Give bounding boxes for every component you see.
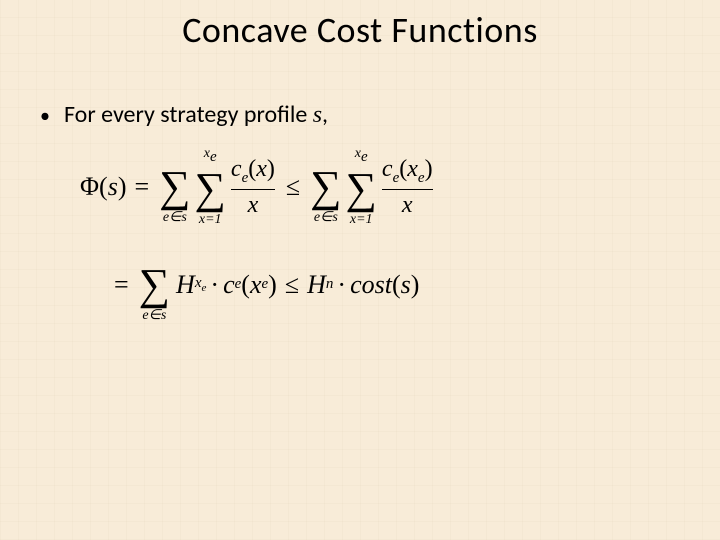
cost-arg: s (401, 272, 411, 298)
leq-1: ≤ (278, 174, 308, 200)
eq-symbol: = (106, 272, 137, 298)
bullet-item: • For every strategy profile s, (40, 100, 680, 129)
c-arg-sub: e (262, 277, 269, 292)
slide-title: Concave Cost Functions (0, 0, 720, 52)
leq-2: ≤ (277, 272, 307, 298)
sum-2-above-sub: e (210, 149, 217, 165)
h-symbol: H (176, 272, 195, 298)
equation-block: Φ(s) = ∑ e∈s xe ∑ x=1 ce(x) x ≤ (80, 147, 680, 323)
frac2-arg: x (407, 156, 418, 182)
sum-2: xe ∑ x=1 (195, 147, 226, 227)
sum-4: xe ∑ x=1 (346, 147, 377, 227)
frac1-fn: c (231, 156, 242, 182)
fraction-2: ce(xe) x (382, 157, 433, 217)
c-arg: x (250, 272, 262, 298)
bullet-text: For every strategy profile s, (64, 100, 328, 129)
frac1-den: x (231, 189, 275, 217)
c-sub: e (235, 277, 242, 292)
h-sub-x: x (195, 275, 202, 291)
sum-3: ∑ e∈s (310, 149, 341, 225)
sum-5-below: e∈s (142, 309, 166, 323)
equation-line-2: = ∑ e∈s Hxe · ce(xe) ≤ Hn · cost(s) (106, 247, 680, 323)
frac1-arg: x (256, 156, 267, 182)
frac2-arg-sub: e (418, 170, 425, 186)
dot-1: · (206, 272, 223, 298)
dot-2: · (333, 272, 350, 298)
phi-symbol: Φ (80, 174, 99, 200)
fraction-1: ce(x) x (231, 157, 275, 217)
cost-fn: cost (350, 272, 392, 298)
sum-5: ∑ e∈s (139, 247, 170, 323)
sum-4-above-sub: e (361, 149, 368, 165)
h2-sub: n (326, 277, 334, 292)
bullet-suffix: , (322, 100, 328, 129)
sum-1-below: e∈s (163, 211, 187, 225)
frac2-den: x (382, 189, 433, 217)
sum-3-below: e∈s (314, 211, 338, 225)
c-symbol: c (223, 272, 235, 298)
sum-2-below: x=1 (199, 213, 222, 227)
sum-4-below: x=1 (350, 213, 373, 227)
phi-arg: s (108, 174, 118, 200)
sum-1: ∑ e∈s (159, 149, 190, 225)
bullet-marker: • (40, 106, 50, 126)
bullet-variable: s (313, 102, 322, 128)
h2-symbol: H (307, 272, 326, 298)
frac2-fn: c (382, 156, 393, 182)
bullet-prefix: For every strategy profile (64, 100, 313, 129)
equation-line-1: Φ(s) = ∑ e∈s xe ∑ x=1 ce(x) x ≤ (80, 147, 680, 227)
slide-body: • For every strategy profile s, Φ(s) = ∑… (0, 52, 720, 323)
